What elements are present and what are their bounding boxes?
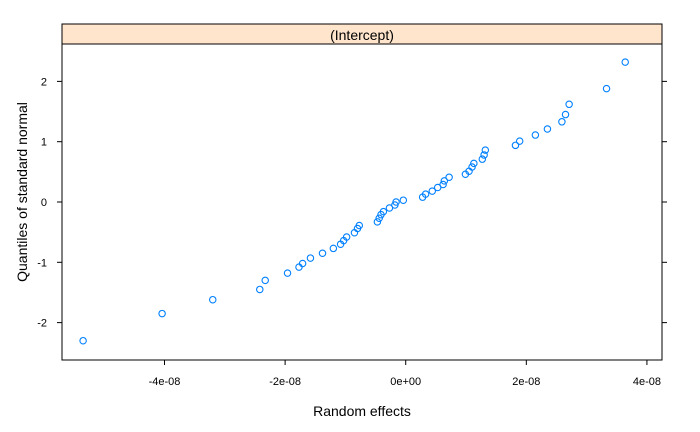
- data-point: [478, 155, 487, 163]
- data-point: [392, 198, 400, 206]
- data-point: [295, 263, 303, 271]
- data-point: [439, 180, 447, 189]
- data-point: [515, 137, 524, 145]
- y-tick-label: 0: [41, 197, 47, 209]
- data-point: [373, 218, 382, 226]
- data-point: [355, 221, 364, 230]
- data-point: [558, 118, 566, 126]
- data-point: [480, 151, 488, 159]
- data-point: [470, 159, 478, 168]
- plot-panel: (Intercept) -4e-08 -2e-08 0e+00 2e-08 4e-08 …: [37, 23, 667, 388]
- x-tick-label: -4e-08: [149, 376, 181, 388]
- data-point: [283, 269, 292, 277]
- data-point: [561, 110, 570, 119]
- y-tick-label: -2: [37, 318, 47, 330]
- data-point: [445, 173, 453, 182]
- data-point: [421, 190, 430, 198]
- data-point: [79, 336, 87, 345]
- data-point: [342, 233, 351, 241]
- data-points: [79, 58, 629, 345]
- x-tick-label: 4e-08: [633, 376, 661, 388]
- x-tick-label: 2e-08: [512, 376, 540, 388]
- x-tick-label: 0e+00: [390, 376, 421, 388]
- data-point: [261, 276, 269, 285]
- data-point: [511, 141, 520, 150]
- data-point: [209, 295, 217, 304]
- data-point: [481, 146, 490, 154]
- data-point: [531, 131, 540, 139]
- panel-frame: [61, 43, 663, 361]
- data-point: [543, 125, 552, 133]
- y-tick-label: 2: [41, 76, 47, 88]
- x-axis-title: Random effects: [313, 403, 411, 419]
- y-axis: -2 -1 0 1 2: [37, 76, 667, 330]
- y-tick-label: -1: [37, 257, 47, 269]
- x-tick-label: -2e-08: [269, 376, 301, 388]
- x-axis: -4e-08 -2e-08 0e+00 2e-08 4e-08: [149, 360, 661, 388]
- y-tick-label: 1: [41, 137, 47, 149]
- strip-label: (Intercept): [330, 27, 394, 43]
- data-point: [306, 254, 315, 262]
- data-point: [621, 58, 629, 66]
- data-point: [428, 187, 437, 195]
- data-point: [399, 196, 408, 204]
- data-point: [440, 177, 449, 185]
- data-point: [375, 214, 383, 223]
- data-point: [158, 309, 166, 318]
- data-point: [565, 100, 573, 109]
- y-axis-title: Quantiles of standard normal: [14, 102, 30, 282]
- data-point: [379, 207, 388, 216]
- data-point: [329, 244, 338, 253]
- data-point: [298, 259, 307, 268]
- data-point: [468, 163, 476, 171]
- data-point: [318, 249, 327, 258]
- data-point: [602, 84, 611, 93]
- data-point: [256, 285, 264, 294]
